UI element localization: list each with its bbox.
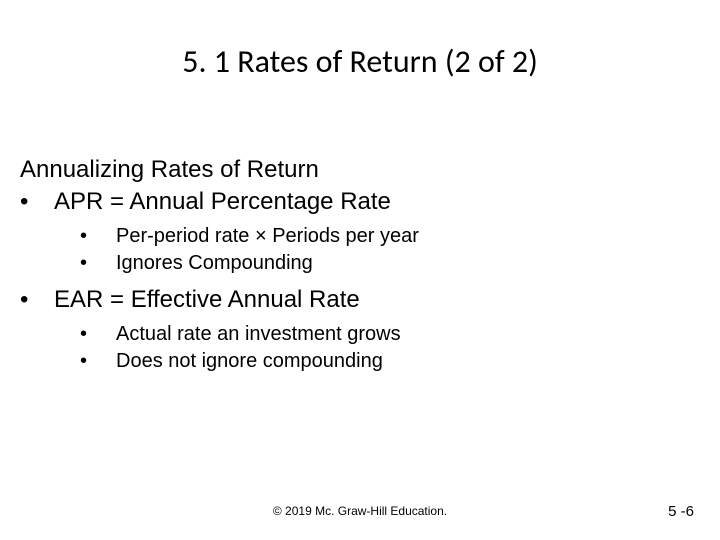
bullet-glyph: • [80, 250, 116, 277]
bullet-level2: •Actual rate an investment grows [80, 321, 680, 348]
bullet-label: Per-period rate × Periods per year [116, 225, 419, 247]
bullet-label: EAR = Effective Annual Rate [54, 286, 360, 313]
bullet-level2: •Does not ignore compounding [80, 348, 680, 375]
sub-bullet-group: •Per-period rate × Periods per year •Ign… [80, 223, 680, 277]
bullet-label: Actual rate an investment grows [116, 323, 401, 345]
body-heading: Annualizing Rates of Return [20, 155, 680, 185]
slide-body: Annualizing Rates of Return •APR = Annua… [20, 155, 680, 383]
page-number: 5 -6 [668, 503, 694, 520]
slide-title: 5. 1 Rates of Return (2 of 2) [0, 42, 720, 81]
bullet-glyph: • [20, 285, 54, 315]
bullet-level1: •APR = Annual Percentage Rate [20, 187, 680, 217]
bullet-glyph: • [80, 348, 116, 375]
bullet-level2: •Per-period rate × Periods per year [80, 223, 680, 250]
bullet-label: APR = Annual Percentage Rate [54, 188, 391, 215]
bullet-label: Ignores Compounding [116, 252, 313, 274]
bullet-glyph: • [20, 187, 54, 217]
bullet-glyph: • [80, 223, 116, 250]
bullet-level1: •EAR = Effective Annual Rate [20, 285, 680, 315]
bullet-glyph: • [80, 321, 116, 348]
bullet-level2: •Ignores Compounding [80, 250, 680, 277]
bullet-label: Does not ignore compounding [116, 350, 383, 372]
copyright-footer: © 2019 Mc. Graw-Hill Education. [0, 504, 720, 518]
sub-bullet-group: •Actual rate an investment grows •Does n… [80, 321, 680, 375]
slide: 5. 1 Rates of Return (2 of 2) Annualizin… [0, 0, 720, 540]
